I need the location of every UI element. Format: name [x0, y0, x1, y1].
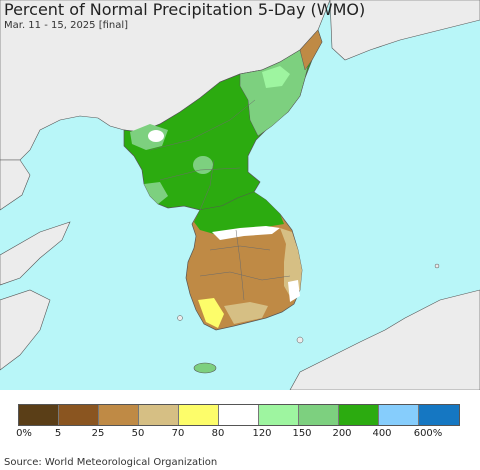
map-canvas [0, 0, 480, 390]
legend-label: 0% [16, 428, 32, 439]
legend-swatch [139, 405, 179, 425]
legend-label: 600% [413, 428, 443, 439]
legend-swatch [379, 405, 419, 425]
north-korea-west-patch [144, 182, 168, 204]
north-korea-light-patch-1 [262, 66, 290, 88]
legend-swatch [219, 405, 259, 425]
legend-label: 5 [54, 428, 62, 439]
japan-kyushu-honshu [289, 289, 480, 390]
precipitation-map [0, 0, 480, 390]
south-korea-north-green [194, 192, 284, 234]
legend-swatch [19, 405, 59, 425]
legend-label: 120 [252, 428, 272, 439]
china-south [0, 289, 51, 371]
south-korea-east-white [288, 280, 300, 302]
legend-swatch [299, 405, 339, 425]
south-korea-south-yellow [198, 298, 224, 328]
north-korea-northeast-light [239, 49, 311, 137]
liaodong-peninsula [0, 159, 31, 211]
legend-label: 70 [171, 428, 185, 439]
jeju-island [193, 362, 217, 374]
legend-label: 150 [292, 428, 312, 439]
legend-label: 25 [91, 428, 105, 439]
tsushima-island [296, 336, 304, 344]
legend-swatch [59, 405, 99, 425]
north-korea-white-patch [148, 130, 164, 142]
south-korea-white-strip [212, 226, 280, 240]
north-korea-far-northeast [299, 29, 323, 71]
legend-swatch [179, 405, 219, 425]
legend-swatch [419, 405, 459, 425]
legend-label: 200 [332, 428, 352, 439]
north-korea-center-patch [193, 156, 213, 174]
map-subtitle: Mar. 11 - 15, 2025 [final] [4, 20, 129, 31]
south-korea-south-tan [224, 302, 268, 324]
map-title: Percent of Normal Precipitation 5-Day (W… [4, 0, 366, 19]
legend-label: 50 [131, 428, 145, 439]
legend-swatch [339, 405, 379, 425]
legend-label: 400 [372, 428, 392, 439]
russia-coast [329, 0, 480, 61]
legend-swatch [99, 405, 139, 425]
legend-colorbar [18, 404, 460, 426]
province-borders [149, 99, 291, 301]
southwest-islands [177, 315, 183, 321]
source-note: Source: World Meteorological Organizatio… [4, 457, 218, 468]
ulleung-island [434, 263, 440, 269]
shandong-peninsula [0, 221, 71, 286]
legend-label: 80 [211, 428, 225, 439]
legend-labels: 0% 5 25 50 70 80 120 150 200 400 600% [0, 428, 480, 442]
legend-swatch [259, 405, 299, 425]
